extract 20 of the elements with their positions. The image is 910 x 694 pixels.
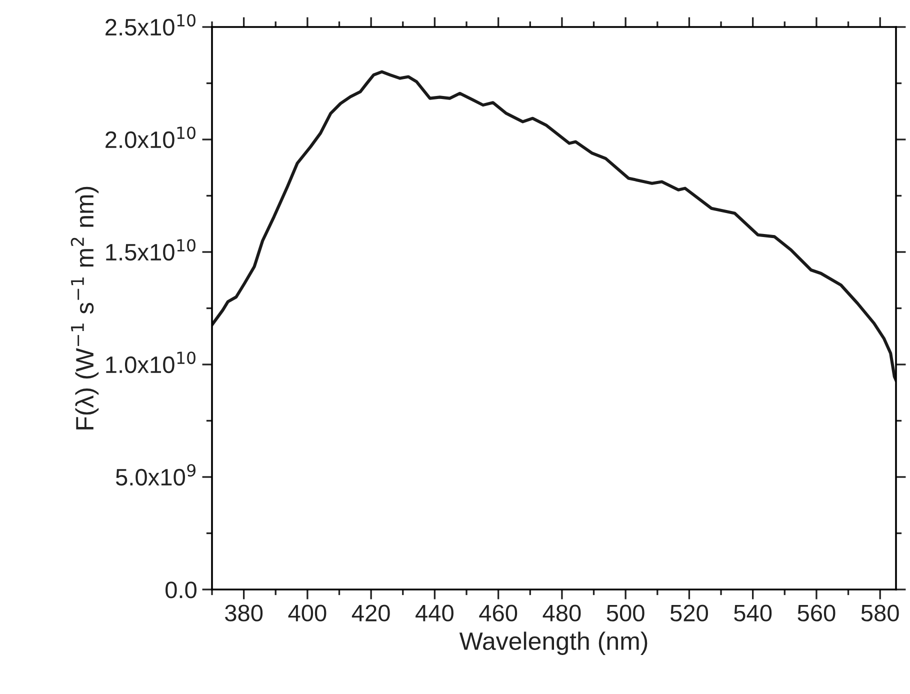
x-tick-label: 580 [861, 604, 899, 622]
x-tick-label: 400 [288, 604, 326, 622]
y-tick-label: 0.0 [166, 582, 196, 598]
y-tick-label: 5.0x10$^{9}$ [116, 464, 196, 486]
x-tick-label: 380 [225, 604, 263, 622]
line-series [212, 70, 896, 382]
x-tick-label: 460 [479, 604, 518, 622]
x-tick-label: 500 [606, 604, 644, 622]
y-axis-title: F(λ) (W$^{−1}$ s$^{−1}$ m$^{2}$ nm) [70, 186, 99, 430]
x-tick-label: 420 [352, 604, 390, 622]
x-tick-label: 440 [416, 604, 454, 622]
x-tick-label: 540 [734, 604, 772, 622]
x-tick-label: 480 [542, 604, 581, 622]
y-tick-label: 2.0x10$^{10}$ [106, 126, 196, 148]
y-tick-label: 1.5x10$^{10}$ [106, 239, 196, 261]
x-tick-label: 560 [798, 604, 836, 622]
x-axis-title: Wavelength (nm) [459, 632, 648, 655]
y-tick-label: 1.0x10$^{10}$ [106, 352, 196, 374]
x-tick-label: 520 [670, 604, 708, 622]
y-tick-label: 2.5x10$^{10}$ [106, 14, 196, 36]
